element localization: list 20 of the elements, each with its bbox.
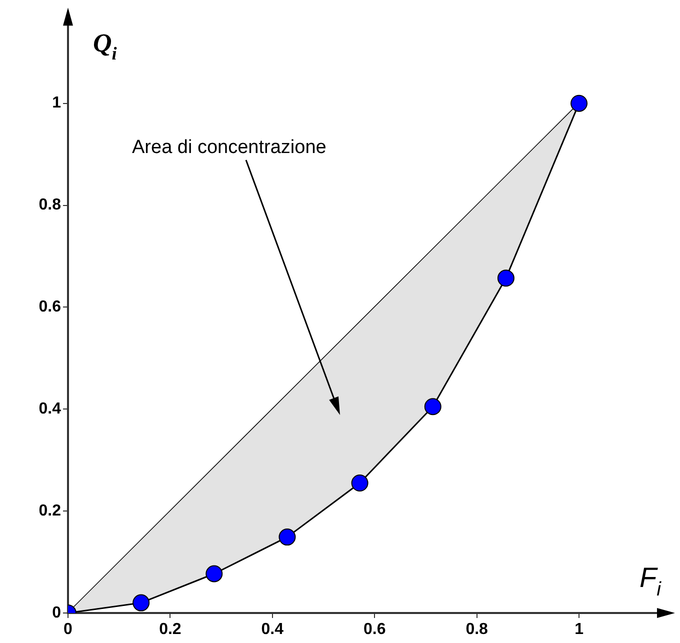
y-tick-label: 0.2 — [38, 502, 62, 520]
y-tick-label: 0.4 — [38, 400, 62, 418]
point — [206, 565, 223, 582]
point — [132, 594, 150, 612]
point — [278, 528, 296, 546]
y-tick-label: 0.6 — [38, 298, 62, 316]
x-tick-label: 0.6 — [363, 621, 386, 638]
x-tick-label: 0 — [64, 621, 73, 638]
point — [570, 94, 588, 112]
annotation: Area di concentrazione — [132, 137, 326, 158]
point — [351, 474, 368, 492]
x-tick-label: 1 — [574, 621, 584, 638]
y-tick-label: 1 — [52, 94, 62, 112]
y-tick-label: 0 — [52, 604, 62, 622]
point — [424, 398, 442, 416]
x-tick-label: 0.4 — [261, 621, 284, 638]
x-tick-label: 0.8 — [466, 621, 488, 638]
x-tick-label: 0.2 — [159, 621, 182, 638]
point — [497, 270, 514, 287]
y-tick-label: 0.8 — [38, 196, 62, 214]
